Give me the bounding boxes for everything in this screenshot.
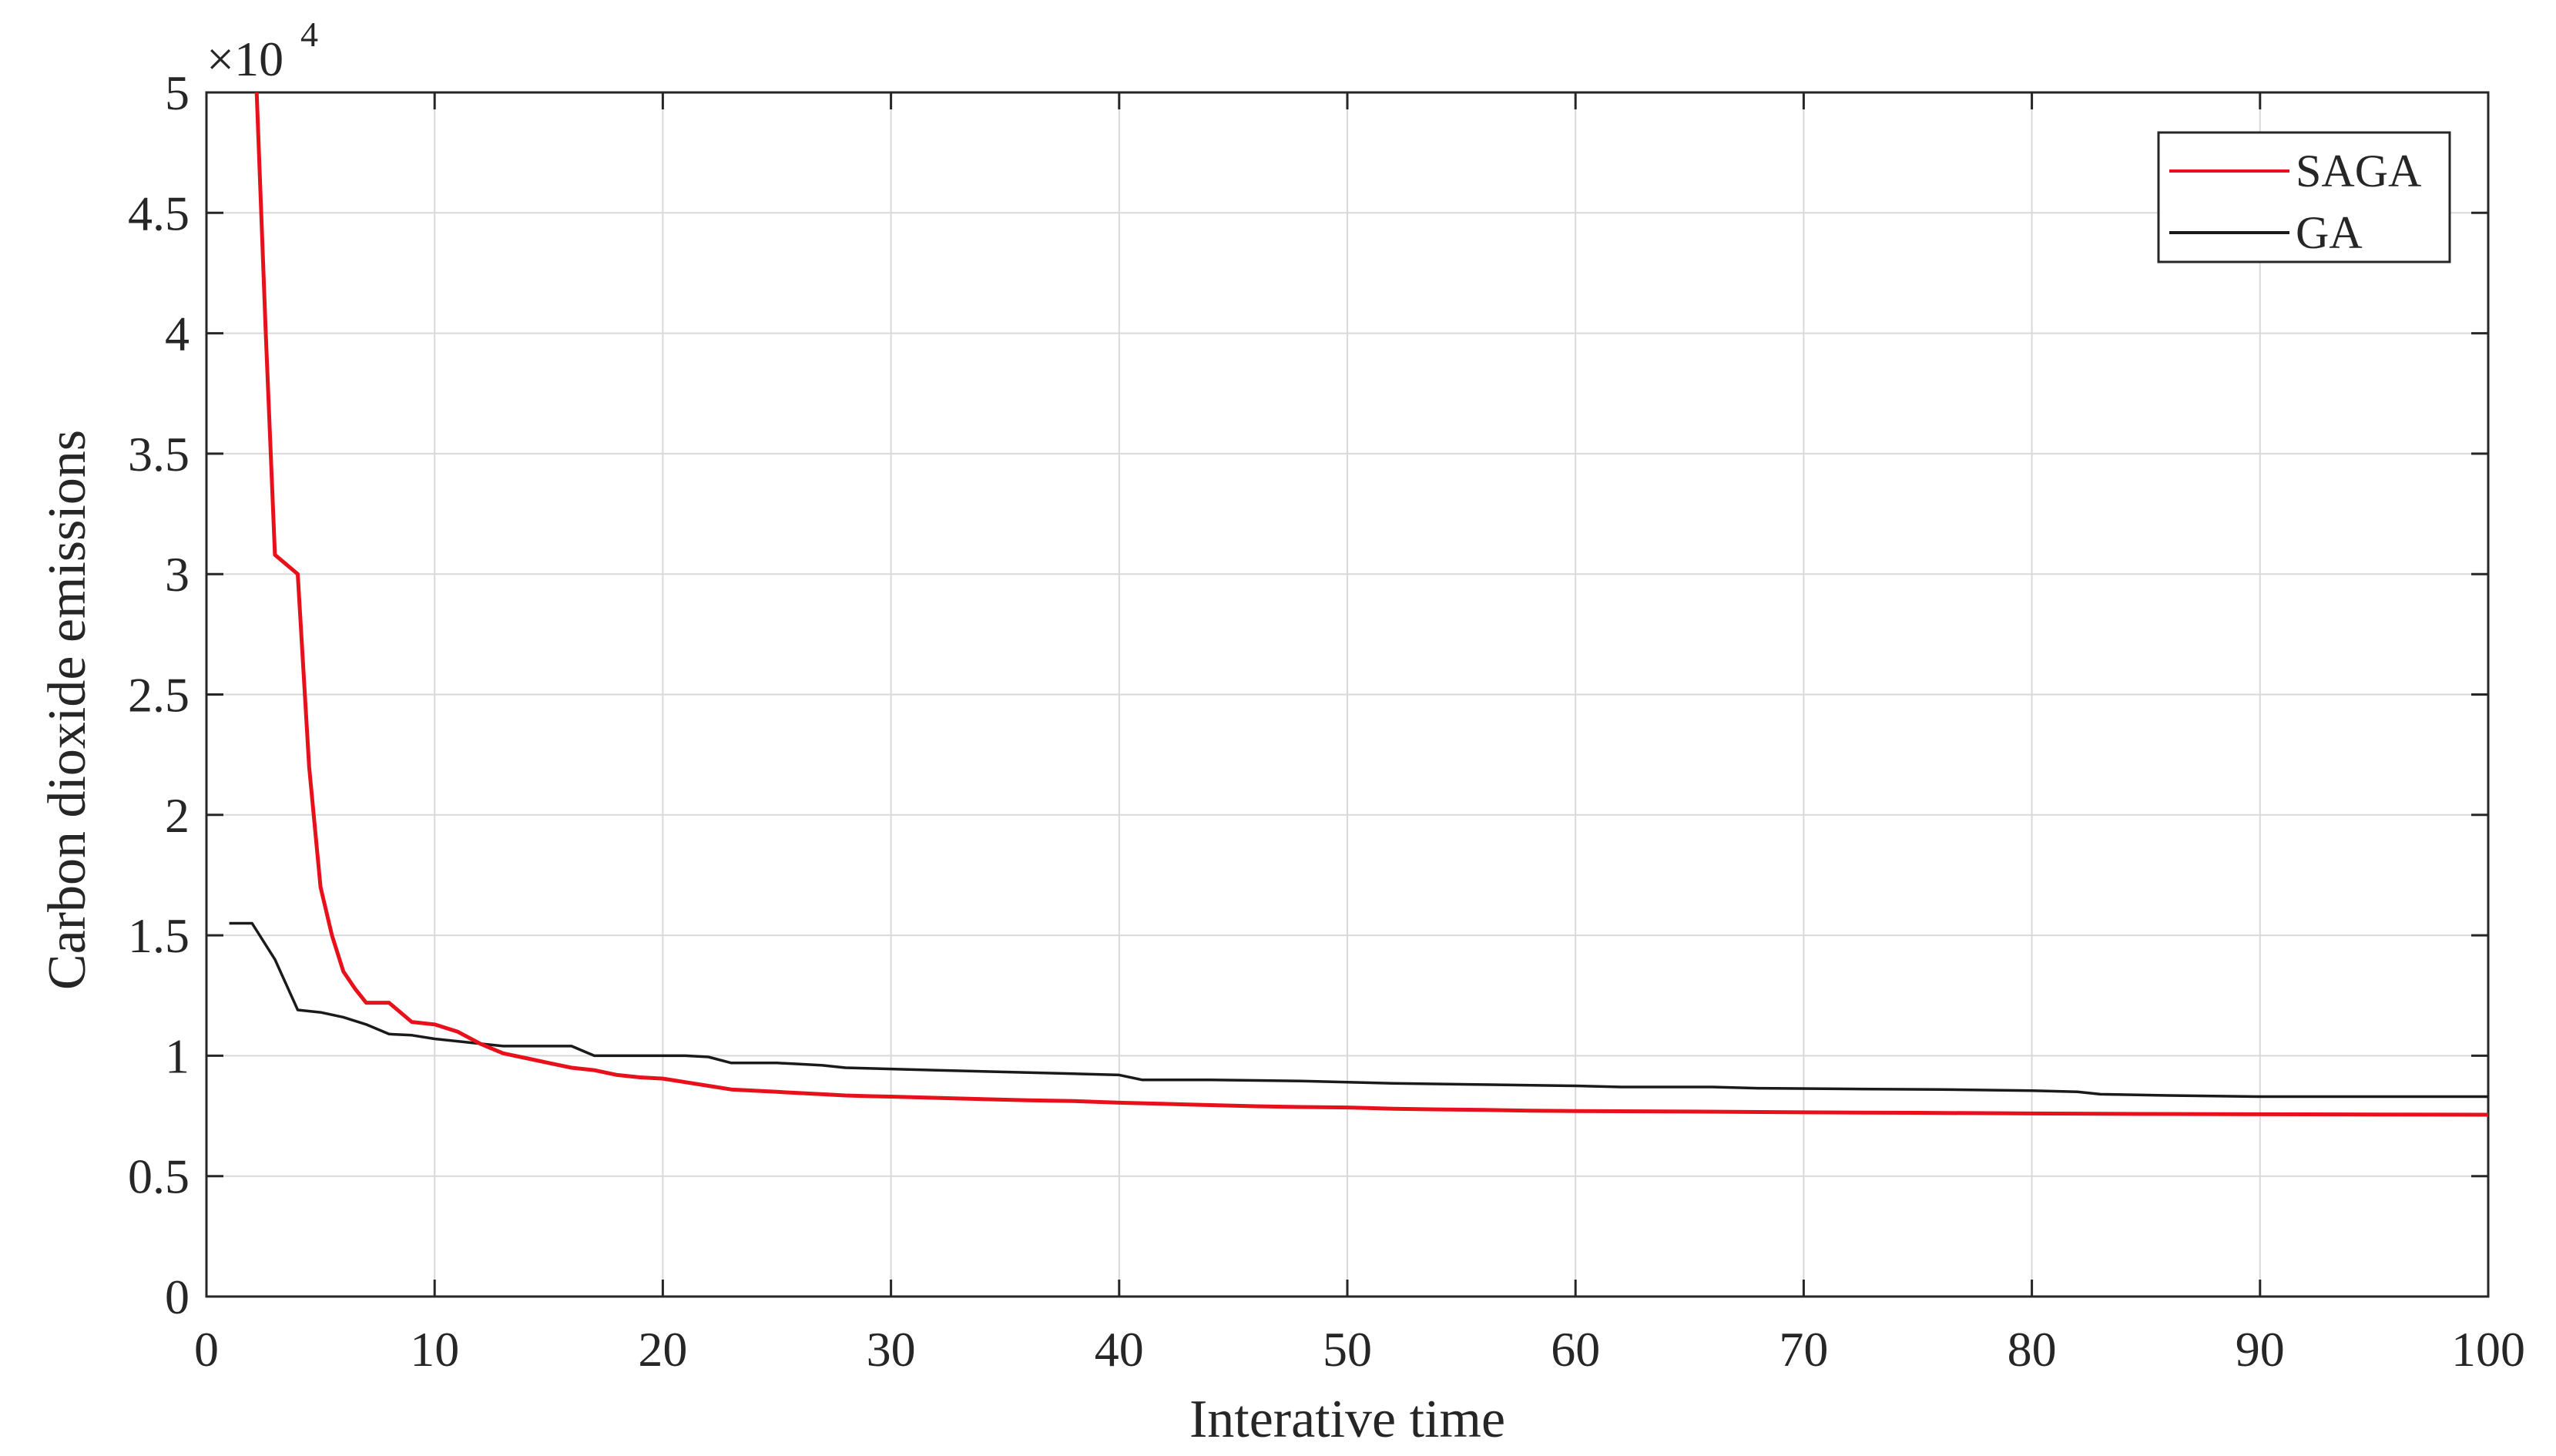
x-tick-label: 30: [867, 1322, 916, 1377]
grid-layer: [206, 92, 2489, 1297]
legend-label-ga: GA: [2296, 207, 2363, 258]
x-tick-label: 50: [1323, 1322, 1372, 1377]
x-tick-label: 80: [2008, 1322, 2057, 1377]
y-multiplier-label: ×10: [206, 32, 283, 86]
y-tick-label: 2.5: [128, 668, 190, 723]
x-tick-label: 10: [410, 1322, 459, 1377]
y-tick-label: 4.5: [128, 186, 190, 240]
y-tick-label: 1: [165, 1028, 190, 1083]
x-tick-label: 20: [638, 1322, 687, 1377]
y-tick-label: 3.5: [128, 427, 190, 481]
y-tick-label: 2: [165, 788, 190, 843]
x-tick-label: 0: [194, 1322, 219, 1377]
y-tick-label: 4: [165, 307, 190, 361]
x-axis-title: Interative time: [1189, 1390, 1505, 1449]
series-line-saga: [254, 92, 2488, 1117]
legend: SAGA GA: [2157, 131, 2451, 263]
x-tick-label: 90: [2236, 1322, 2285, 1377]
y-tick-label: 0.5: [128, 1149, 190, 1204]
legend-box: [2157, 131, 2451, 263]
y-multiplier-exponent: 4: [300, 15, 318, 54]
series-layer: [229, 92, 2488, 1117]
series-line-ga: [229, 921, 2488, 1099]
x-tick-label: 40: [1095, 1322, 1144, 1377]
y-tick-label: 1.5: [128, 908, 190, 963]
y-axis-title: Carbon dioxide emissions: [38, 430, 97, 990]
y-tick-label: 3: [165, 547, 190, 602]
x-tick-label: 60: [1551, 1322, 1600, 1377]
y-tick-label: 0: [165, 1270, 190, 1324]
ticks-layer: 0 10 20 30 40 50 60 70 80 90 100 0 0.5 1 1.5 2 2.5 3 3.5 4 4…: [128, 65, 2525, 1377]
x-tick-label: 100: [2451, 1322, 2525, 1377]
legend-label-saga: SAGA: [2296, 146, 2421, 196]
y-tick-label: 5: [165, 65, 190, 120]
x-tick-label: 70: [1779, 1322, 1828, 1377]
